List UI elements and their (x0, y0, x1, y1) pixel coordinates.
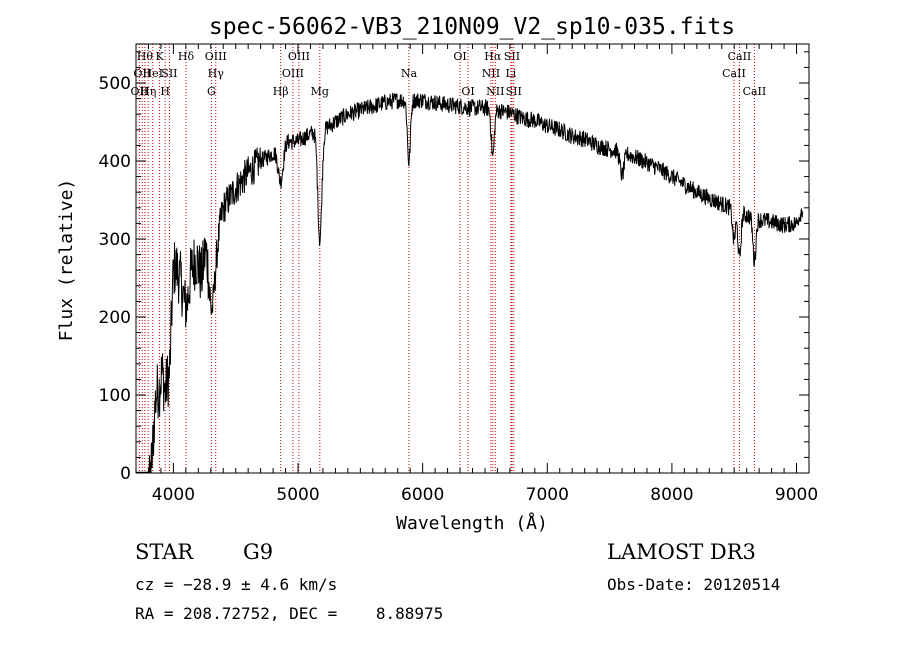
x-tick-label: 7000 (526, 485, 569, 505)
y-tick-label: 0 (120, 464, 131, 484)
survey-name: LAMOST DR3 (607, 540, 756, 564)
marker-label: SII (506, 85, 522, 98)
x-tick-label: 9000 (775, 485, 818, 505)
marker-label: OIII (205, 50, 227, 63)
marker-label: CaII (743, 85, 767, 98)
marker-label: Hγ (208, 67, 225, 80)
marker-label: H (160, 85, 170, 98)
x-axis-label: Wavelength (Å) (396, 512, 548, 534)
x-tick-label: 4000 (152, 485, 195, 505)
marker-label: Hθ (137, 50, 154, 63)
marker-label: Hη (140, 85, 156, 98)
marker-label: Na (401, 67, 418, 80)
x-tick-label: 6000 (401, 485, 444, 505)
spectral-subclass: G9 (243, 540, 274, 564)
coordinates-readout: RA = 208.72752, DEC = 8.88975 (135, 604, 444, 623)
marker-label: Hδ (178, 50, 195, 63)
y-tick-label: 500 (99, 74, 131, 94)
observation-date: Obs-Date: 20120514 (607, 575, 781, 594)
marker-label: CaII (728, 50, 752, 63)
x-tick-label: 8000 (650, 485, 693, 505)
marker-label: CaII (722, 67, 746, 80)
chart-title: spec-56062-VB3_210N09_V2_sp10-035.fits (209, 14, 735, 40)
marker-label: OIII (282, 67, 304, 80)
marker-label: Mg (311, 85, 329, 98)
spectrum-line (136, 92, 804, 473)
y-axis-label: Flux (relative) (56, 179, 77, 342)
marker-label: NII (486, 85, 504, 98)
marker-label: OIII (288, 50, 310, 63)
y-tick-label: 200 (99, 308, 131, 328)
marker-label: HeI (143, 67, 163, 80)
marker-label: OI (461, 85, 474, 98)
marker-label: OII (131, 85, 149, 98)
redshift-readout: cz = −28.9 ± 4.6 km/s (135, 575, 338, 594)
marker-label: Hα (484, 50, 502, 63)
marker-label: OI (453, 50, 466, 63)
marker-label: OII (133, 67, 151, 80)
axis-ticks: 4000 5000 6000 7000 8000 9000 0 100 200 300 400 500 (99, 44, 818, 505)
marker-label: NII (482, 67, 500, 80)
marker-label: SII (161, 67, 177, 80)
marker-label: Li (505, 67, 516, 80)
y-tick-label: 300 (99, 230, 131, 250)
marker-label: Hβ (273, 85, 289, 98)
object-class: STAR (135, 540, 194, 564)
marker-label: SII (504, 50, 520, 63)
y-tick-label: 100 (99, 386, 131, 406)
x-tick-label: 5000 (276, 485, 319, 505)
marker-label: K (155, 50, 164, 63)
marker-label: G (207, 85, 216, 98)
y-tick-label: 400 (99, 152, 131, 172)
plot-frame (135, 43, 810, 474)
